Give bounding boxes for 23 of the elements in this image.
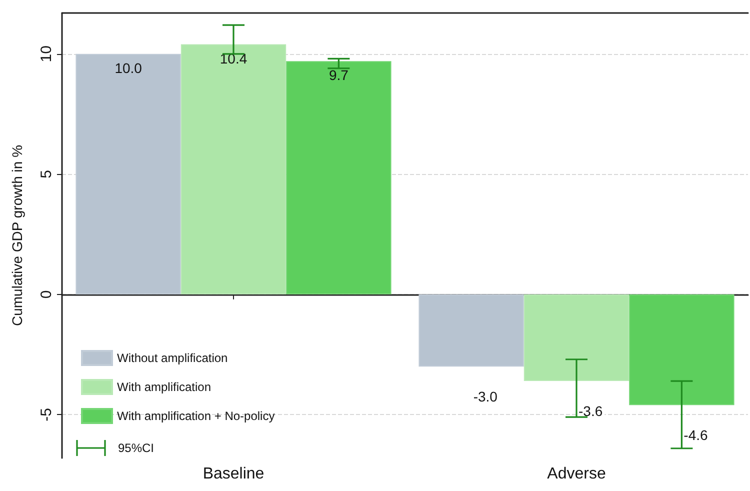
bar — [76, 54, 181, 294]
y-tick-label: 10 — [38, 46, 55, 62]
data-label: -3.6 — [578, 403, 603, 420]
data-label: -4.6 — [684, 427, 708, 444]
data-label: 10.0 — [114, 60, 142, 76]
y-tick-label: 0 — [38, 290, 55, 299]
bar — [629, 294, 734, 406]
legend-label: With amplification — [117, 380, 212, 394]
bar — [180, 44, 286, 294]
bar — [418, 294, 524, 367]
bar — [524, 294, 630, 382]
bar — [286, 61, 392, 294]
x-tick-label: Baseline — [202, 466, 264, 482]
y-tick-label: -5 — [38, 408, 55, 422]
data-label: -3.0 — [473, 388, 498, 405]
y-tick-label: 5 — [38, 170, 55, 178]
data-label: 9.7 — [328, 67, 349, 84]
legend-label: Without amplification — [117, 351, 228, 365]
x-tick-label: Adverse — [547, 466, 606, 482]
y-axis-title: Cumulative GDP growth in % — [9, 144, 25, 326]
legend-label: With amplification + No-policy — [117, 409, 275, 423]
data-label: 10.4 — [220, 50, 248, 66]
annotation: 95%CI — [118, 441, 154, 455]
